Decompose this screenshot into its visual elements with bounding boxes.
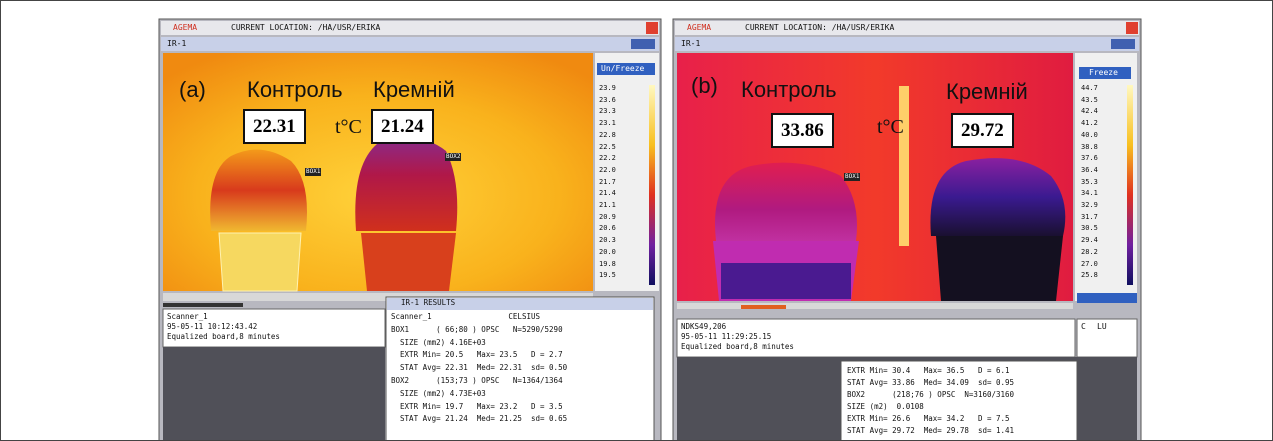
results-line: SIZE (mm2) 4.73E+03 [391,388,486,398]
box-label: BOX1 [305,168,322,176]
value-control: 22.31 [243,109,306,144]
scale-label: 22.0 [599,165,616,174]
scale-label: 41.2 [1081,119,1098,128]
scale-label: 23.1 [599,119,616,128]
panel-b [672,18,1142,440]
window-title: IR-1 [681,39,701,48]
scale-label: 19.8 [599,259,616,268]
status-line: NDKS49,206 [681,322,727,331]
scale-label: 34.1 [1081,189,1098,198]
freeze-button[interactable]: Freeze [1089,68,1118,77]
label-control: Контроль [741,77,837,102]
scale-label: 22.2 [599,154,616,163]
status-line: 95-05-11 11:29:25.15 [681,332,772,341]
results-line: STAT Avg= 22.31 Med= 22.31 sd= 0.50 [391,363,568,373]
results-title: IR-1 RESULTS [401,298,456,307]
scale-label: 40.0 [1081,130,1098,139]
label-control: Контроль [247,77,343,102]
scale-label: 23.6 [599,95,616,104]
scale-label: 27.0 [1081,259,1098,268]
results-line: Scanner_1 CELSIUS [391,312,541,321]
panel-a [158,18,662,440]
side-label: C [1081,322,1086,331]
window-title: IR-1 [167,39,187,48]
panel-tag: (b) [691,73,718,98]
scale-label: 23.9 [599,84,616,92]
location: CURRENT LOCATION: /HA/USR/ERIKA [745,23,895,32]
results-line: EXTR Min= 26.6 Max= 34.2 D = 7.5 [847,414,1010,423]
results-line: STAT Avg= 21.24 Med= 21.25 sd= 0.65 [391,414,568,424]
scale-label: 25.8 [1081,271,1098,280]
status-line: Equalized board,8 minutes [681,342,794,351]
scale-label: 43.5 [1081,95,1098,104]
scale-label: 38.8 [1081,142,1098,151]
results-line: EXTR Min= 20.5 Max= 23.5 D = 2.7 [391,350,563,360]
results-line: EXTR Min= 19.7 Max= 23.2 D = 3.5 [391,401,563,411]
scale-label: 44.7 [1081,84,1098,92]
value-silicon: 29.72 [951,113,1014,148]
scale-label: 42.4 [1081,107,1098,116]
scale-label: 21.7 [599,177,616,186]
results-line: BOX1 ( 66;80 ) OPSC N=5290/5290 [391,324,563,334]
results-line: BOX2 (218;76 ) OPSC N=3160/3160 [847,390,1015,399]
brand: AGEMA [687,23,712,32]
scale-label: 28.2 [1081,247,1098,256]
scale-label: 30.5 [1081,224,1098,233]
scale-label: 20.6 [599,224,616,233]
brand: AGEMA [173,23,198,32]
scale-label: 37.6 [1081,154,1098,163]
scale-label: 20.9 [599,212,616,221]
unit: t°C [335,116,362,138]
panel-tag: (a) [179,77,206,102]
freeze-button[interactable]: Un/Freeze [601,64,645,73]
scale-label: 21.4 [599,189,616,198]
scale-label: 29.4 [1081,236,1098,245]
scale-label: 22.8 [599,130,616,139]
scale-label: 31.7 [1081,212,1098,221]
scale-label: 21.1 [599,201,616,209]
results-line: SIZE (mm2) 4.16E+03 [391,337,486,347]
results-line: EXTR Min= 30.4 Max= 36.5 D = 6.1 [847,366,1010,375]
scale-label: 19.5 [599,271,616,280]
scale-label: 35.3 [1081,177,1098,186]
label-silicon: Кремній [373,77,455,102]
status-line: 95-05-11 10:12:43.42 [167,322,258,331]
label-silicon: Кремній [946,79,1028,104]
scale-label: 23.3 [599,107,616,116]
status-line: Scanner_1 [167,312,208,321]
value-control: 33.86 [771,113,834,148]
status-line: Equalized board,8 minutes [167,332,280,341]
side-label: LU [1097,322,1107,331]
scale-label: 20.3 [599,236,616,245]
scale-label: 32.9 [1081,201,1098,209]
unit: t°C [877,116,904,138]
results-line: STAT Avg= 33.86 Med= 34.09 sd= 0.95 [847,378,1015,387]
results-line: SIZE (m2) 0.0108 [847,402,924,411]
value-silicon: 21.24 [371,109,434,144]
results-line: BOX2 (153;73 ) OPSC N=1364/1364 [391,376,563,385]
scale-label: 36.4 [1081,165,1098,174]
box-label: BOX2 [445,153,462,161]
scale-label: 20.0 [599,247,616,256]
location: CURRENT LOCATION: /HA/USR/ERIKA [231,23,381,32]
scale-label: 22.5 [599,142,616,151]
box-label: BOX1 [844,173,861,181]
results-line: STAT Avg= 29.72 Med= 29.78 sd= 1.41 [847,426,1015,435]
